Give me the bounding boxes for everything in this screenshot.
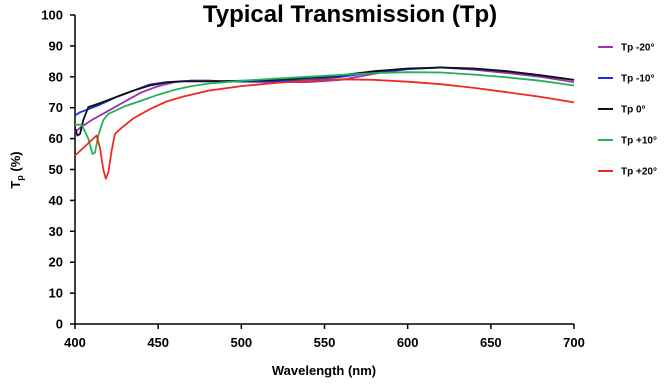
x-tick-label: 550: [314, 335, 336, 350]
legend-label: Tp 0°: [621, 105, 646, 116]
series-line: [75, 71, 575, 155]
x-tick-label: 700: [563, 335, 585, 350]
legend-label: Tp +20°: [621, 167, 657, 178]
x-tick-label: 400: [64, 335, 86, 350]
x-tick-label: 500: [230, 335, 252, 350]
y-tick-label: 80: [49, 69, 63, 84]
x-tick-label: 650: [480, 335, 502, 350]
y-ticks: 0 10 20 30 40 50 60 70 80 90 100: [41, 8, 75, 332]
x-ticks: 400 450 500 550 600 650 700: [64, 324, 585, 350]
y-axis-label: Tp (%): [8, 151, 25, 188]
y-tick-label: 90: [49, 38, 63, 53]
series-line: [74, 66, 575, 137]
x-tick-label: 600: [397, 335, 419, 350]
y-tick-label: 0: [56, 317, 63, 332]
y-tick-label: 40: [49, 193, 63, 208]
y-axis-label-main: T: [8, 181, 23, 189]
y-tick-label: 10: [49, 286, 63, 301]
y-axis-label-subscript: p: [15, 175, 25, 181]
y-tick-label: 60: [49, 131, 63, 146]
y-tick-label: 70: [49, 100, 63, 115]
legend-label: Tp -10°: [621, 74, 654, 85]
legend-label: Tp -20°: [621, 43, 654, 54]
legend-label: Tp +10°: [621, 136, 657, 147]
series-line: [74, 78, 575, 180]
y-tick-label: 20: [49, 255, 63, 270]
legend: Tp -20° Tp -10° Tp 0° Tp +10° Tp +20°: [598, 43, 657, 178]
y-tick-label: 30: [49, 224, 63, 239]
series-lines: [74, 66, 575, 180]
chart-title: Typical Transmission (Tp): [203, 1, 497, 28]
y-axis-label-unit: (%): [8, 151, 23, 175]
y-tick-label: 100: [41, 8, 63, 23]
plot-area: 0 10 20 30 40 50 60 70 80 90 100 400 450 500 550 600 65…: [41, 8, 585, 351]
x-tick-label: 450: [147, 335, 169, 350]
x-axis-label: Wavelength (nm): [272, 363, 376, 378]
y-tick-label: 50: [49, 162, 63, 177]
